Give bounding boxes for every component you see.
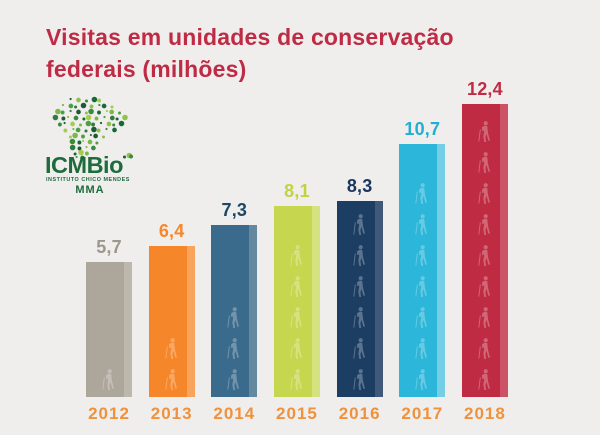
- bar-highlight-strip: [124, 262, 132, 397]
- hiker-icon: [478, 307, 492, 328]
- bar-column-2016: 8,3: [336, 176, 383, 397]
- hiker-icon: [227, 369, 241, 390]
- hiker-icon: [415, 307, 429, 328]
- hiker-icon: [353, 338, 367, 359]
- hiker-icon: [478, 152, 492, 173]
- hiker-icon: [165, 338, 179, 359]
- bar-2014: [211, 225, 258, 397]
- x-axis-label: 2018: [464, 404, 506, 423]
- hiker-icon: [478, 183, 492, 204]
- logo-wordmark: ICMBio: [45, 152, 123, 178]
- hiker-icon: [478, 214, 492, 235]
- bar-column-2018: 12,4: [461, 79, 508, 397]
- bar-value-label: 10,7: [404, 119, 441, 139]
- hiker-icon: [353, 369, 367, 390]
- hiker-icon: [415, 369, 429, 390]
- x-axis-label: 2013: [150, 404, 193, 423]
- x-axis-label: 2014: [213, 404, 256, 423]
- bar-value-label: 5,7: [96, 237, 122, 257]
- hiker-icon: [415, 338, 429, 359]
- bar-column-2014: 7,3: [211, 200, 258, 397]
- hiker-icon: [353, 245, 367, 266]
- bar-value-label: 6,4: [158, 221, 185, 241]
- hiker-icon: [478, 369, 492, 390]
- hiker-icon: [478, 245, 492, 266]
- bar-column-2012: 5,7: [86, 237, 132, 397]
- page-title: Visitas em unidades de conservação feder…: [46, 22, 516, 85]
- bar-value-label: 8,1: [284, 181, 310, 201]
- hiker-icon: [290, 338, 304, 359]
- bar-highlight-strip: [249, 225, 258, 397]
- hiker-icon: [353, 214, 367, 235]
- hiker-icon: [415, 276, 429, 297]
- bar-highlight-strip: [374, 201, 383, 397]
- hiker-icon: [165, 369, 179, 390]
- bar-value-label: 12,4: [467, 79, 503, 99]
- x-axis-label: 2015: [276, 404, 318, 423]
- x-axis-label: 2017: [401, 404, 444, 423]
- logo-org: MMA: [75, 184, 104, 196]
- hiker-icon: [478, 338, 492, 359]
- icmbio-logo: ICMBio INSTITUTO CHICO MENDES MMA: [44, 96, 136, 196]
- bar-highlight-strip: [186, 246, 195, 397]
- x-axis-label: 2012: [88, 404, 130, 423]
- bar-highlight-strip: [437, 144, 446, 397]
- hiker-icon: [478, 276, 492, 297]
- hiker-icon: [415, 183, 429, 204]
- bar-column-2013: 6,4: [148, 221, 195, 397]
- bar-column-2015: 8,1: [273, 181, 320, 397]
- bar-highlight-strip: [311, 206, 320, 397]
- bar-2013: [148, 246, 195, 397]
- brazil-map-dots: [52, 96, 134, 161]
- logo-subtitle: INSTITUTO CHICO MENDES: [46, 177, 130, 183]
- bar-value-label: 8,3: [346, 176, 373, 196]
- x-axis: 2012 2013 2014 2015 2016 2017 2018: [86, 404, 508, 424]
- hiker-icon: [227, 338, 241, 359]
- bar-2018: [461, 104, 508, 397]
- bar-chart: 5,7 6,4 7,3 8,1 8,3 10,7 12,4: [86, 77, 508, 397]
- hiker-icon: [415, 214, 429, 235]
- bar-2017: [399, 144, 446, 397]
- x-axis-label: 2016: [338, 404, 381, 423]
- hiker-icon: [290, 369, 304, 390]
- bar-2015: [273, 206, 320, 397]
- page-title-line2: federais (milhões): [46, 55, 247, 82]
- hiker-icon: [353, 276, 367, 297]
- page-title-line1: Visitas em unidades de conservação: [46, 24, 454, 50]
- hiker-icon: [415, 245, 429, 266]
- bar-2012: [86, 262, 132, 397]
- bar-value-label: 7,3: [221, 200, 248, 220]
- bar-2016: [336, 201, 383, 397]
- bar-column-2017: 10,7: [399, 119, 446, 397]
- hiker-icon: [478, 121, 492, 142]
- hiker-icon: [227, 307, 241, 328]
- hiker-icon: [290, 307, 304, 328]
- hiker-icon: [102, 369, 116, 390]
- bar-highlight-strip: [499, 104, 508, 397]
- hiker-icon: [290, 245, 304, 266]
- hiker-icon: [290, 276, 304, 297]
- hiker-icon: [353, 307, 367, 328]
